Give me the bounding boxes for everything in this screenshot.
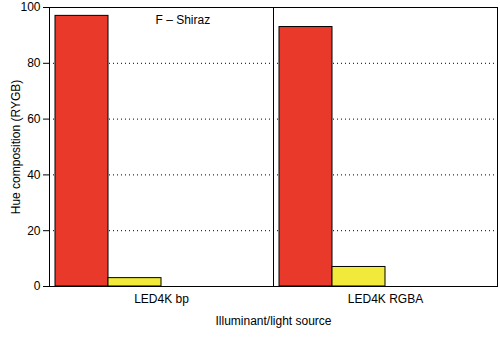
svg-text:LED4K bp: LED4K bp [134, 292, 189, 306]
svg-text:100: 100 [20, 0, 40, 14]
svg-text:LED4K RGBA: LED4K RGBA [348, 292, 423, 306]
svg-text:20: 20 [27, 224, 41, 238]
svg-text:Hue composition (RYGB): Hue composition (RYGB) [9, 80, 23, 215]
svg-text:40: 40 [27, 168, 41, 182]
svg-text:60: 60 [27, 112, 41, 126]
svg-text:80: 80 [27, 56, 41, 70]
svg-text:0: 0 [34, 279, 41, 293]
svg-text:Illuminant/light source: Illuminant/light source [215, 314, 331, 328]
svg-text:F – Shiraz: F – Shiraz [156, 13, 211, 27]
